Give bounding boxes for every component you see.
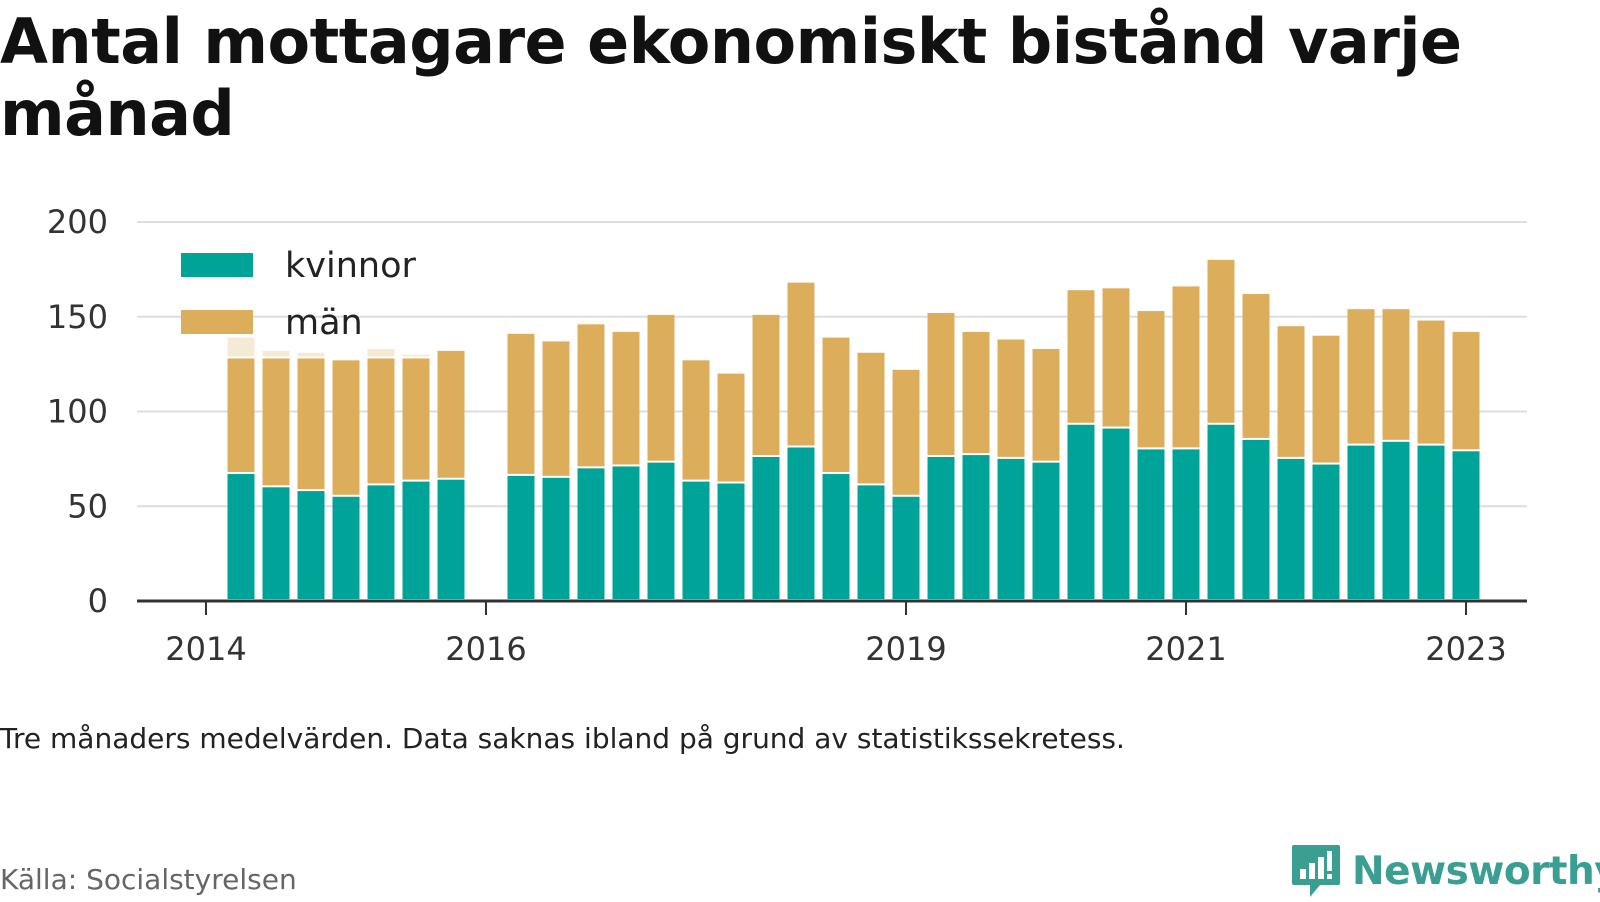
legend-label: män: [285, 303, 363, 343]
bar-kvinnor: [997, 458, 1025, 599]
bar-kvinnor: [1277, 458, 1305, 599]
axes: 0 50 100 150 200 2014 2016 2019 2021 2023: [47, 203, 1527, 668]
bar-mn: [1347, 309, 1375, 444]
bar-kvinnor: [1172, 449, 1200, 599]
bar-kvinnor: [1137, 449, 1165, 599]
bar-mn: [1382, 309, 1410, 440]
x-tick-label: 2014: [165, 630, 246, 668]
x-tick-label: 2016: [445, 630, 526, 668]
bar-kvinnor: [1207, 424, 1235, 599]
bar-kvinnor: [612, 466, 640, 599]
bar-kvinnor: [1347, 445, 1375, 599]
chart-note: Tre månaders medelvärden. Data saknas ib…: [0, 722, 1125, 755]
bar-suppressed: [262, 350, 290, 357]
y-tick-label: 50: [67, 487, 108, 525]
bar-kvinnor: [437, 479, 465, 599]
bar-mn: [1207, 259, 1235, 423]
bar-mn: [717, 373, 745, 482]
bar-mn: [892, 369, 920, 495]
legend-label: kvinnor: [285, 246, 416, 286]
bar-mn: [297, 358, 325, 490]
bar-mn: [787, 282, 815, 446]
bar-kvinnor: [752, 456, 780, 599]
newsworthy-brand[interactable]: Newsworthy: [1290, 840, 1600, 902]
bar-mn: [1417, 320, 1445, 444]
bar-kvinnor: [297, 491, 325, 599]
bar-kvinnor: [962, 455, 990, 599]
y-tick-label: 150: [47, 298, 108, 336]
bar-kvinnor: [402, 481, 430, 599]
bar-kvinnor: [1032, 462, 1060, 599]
bar-kvinnor: [1382, 441, 1410, 599]
bar-kvinnor: [787, 447, 815, 599]
bar-suppressed: [367, 348, 395, 357]
bar-mn: [682, 360, 710, 480]
bar-kvinnor: [927, 456, 955, 599]
bar-mn: [647, 314, 675, 461]
bar-kvinnor: [1312, 464, 1340, 599]
bar-mn: [857, 352, 885, 484]
bar-kvinnor: [542, 477, 570, 599]
bar-mn: [1137, 311, 1165, 448]
bar-mn: [1277, 326, 1305, 457]
bar-kvinnor: [647, 462, 675, 599]
bar-kvinnor: [227, 474, 255, 599]
bar-mn: [402, 358, 430, 480]
bar-suppressed: [227, 337, 255, 357]
bar-kvinnor: [682, 481, 710, 599]
y-tick-label: 200: [47, 203, 108, 241]
bar-mn: [962, 331, 990, 454]
legend: kvinnor män: [181, 246, 416, 343]
bar-mn: [1032, 348, 1060, 461]
bar-mn: [1067, 290, 1095, 423]
bar-kvinnor: [1452, 451, 1480, 599]
bars: [227, 259, 1480, 599]
bar-kvinnor: [1242, 439, 1270, 599]
legend-swatch: [181, 253, 253, 277]
bar-kvinnor: [857, 485, 885, 599]
newsworthy-logo-icon: [1292, 845, 1340, 897]
legend-swatch: [181, 310, 253, 334]
bar-kvinnor: [507, 475, 535, 599]
stacked-bar-chart: 0 50 100 150 200 2014 2016 2019 2021 2023 kvinnor…: [47, 203, 1527, 668]
x-tick-label: 2023: [1425, 630, 1506, 668]
bar-suppressed: [402, 354, 430, 357]
bar-mn: [1102, 288, 1130, 427]
bar-mn: [1172, 286, 1200, 448]
bar-mn: [577, 324, 605, 467]
bar-mn: [507, 333, 535, 474]
bar-mn: [612, 331, 640, 465]
bar-kvinnor: [1067, 424, 1095, 599]
bar-mn: [227, 358, 255, 473]
bar-mn: [1312, 335, 1340, 463]
bar-mn: [997, 339, 1025, 457]
bar-kvinnor: [577, 468, 605, 599]
bar-kvinnor: [717, 483, 745, 599]
bar-kvinnor: [1417, 445, 1445, 599]
y-tick-label: 0: [88, 582, 108, 620]
bar-mn: [752, 314, 780, 455]
chart-title: Antal mottagare ekonomiskt bistånd varje…: [0, 5, 1462, 150]
bar-mn: [542, 341, 570, 476]
brand-name: Newsworthy: [1352, 848, 1600, 894]
y-tick-label: 100: [47, 393, 108, 431]
bar-mn: [1242, 294, 1270, 438]
bar-mn: [437, 350, 465, 478]
bar-mn: [1452, 331, 1480, 450]
bar-kvinnor: [1102, 428, 1130, 599]
bar-kvinnor: [367, 485, 395, 599]
bar-mn: [262, 358, 290, 486]
source-credit: Källa: Socialstyrelsen: [0, 863, 297, 896]
bar-kvinnor: [262, 487, 290, 599]
x-tick-label: 2019: [865, 630, 946, 668]
bar-kvinnor: [332, 496, 360, 599]
bar-kvinnor: [892, 496, 920, 599]
bar-mn: [822, 337, 850, 473]
bar-mn: [927, 312, 955, 455]
x-tick-label: 2021: [1145, 630, 1226, 668]
bar-mn: [367, 358, 395, 484]
bar-kvinnor: [822, 474, 850, 599]
bar-suppressed: [297, 352, 325, 357]
bar-mn: [332, 360, 360, 495]
